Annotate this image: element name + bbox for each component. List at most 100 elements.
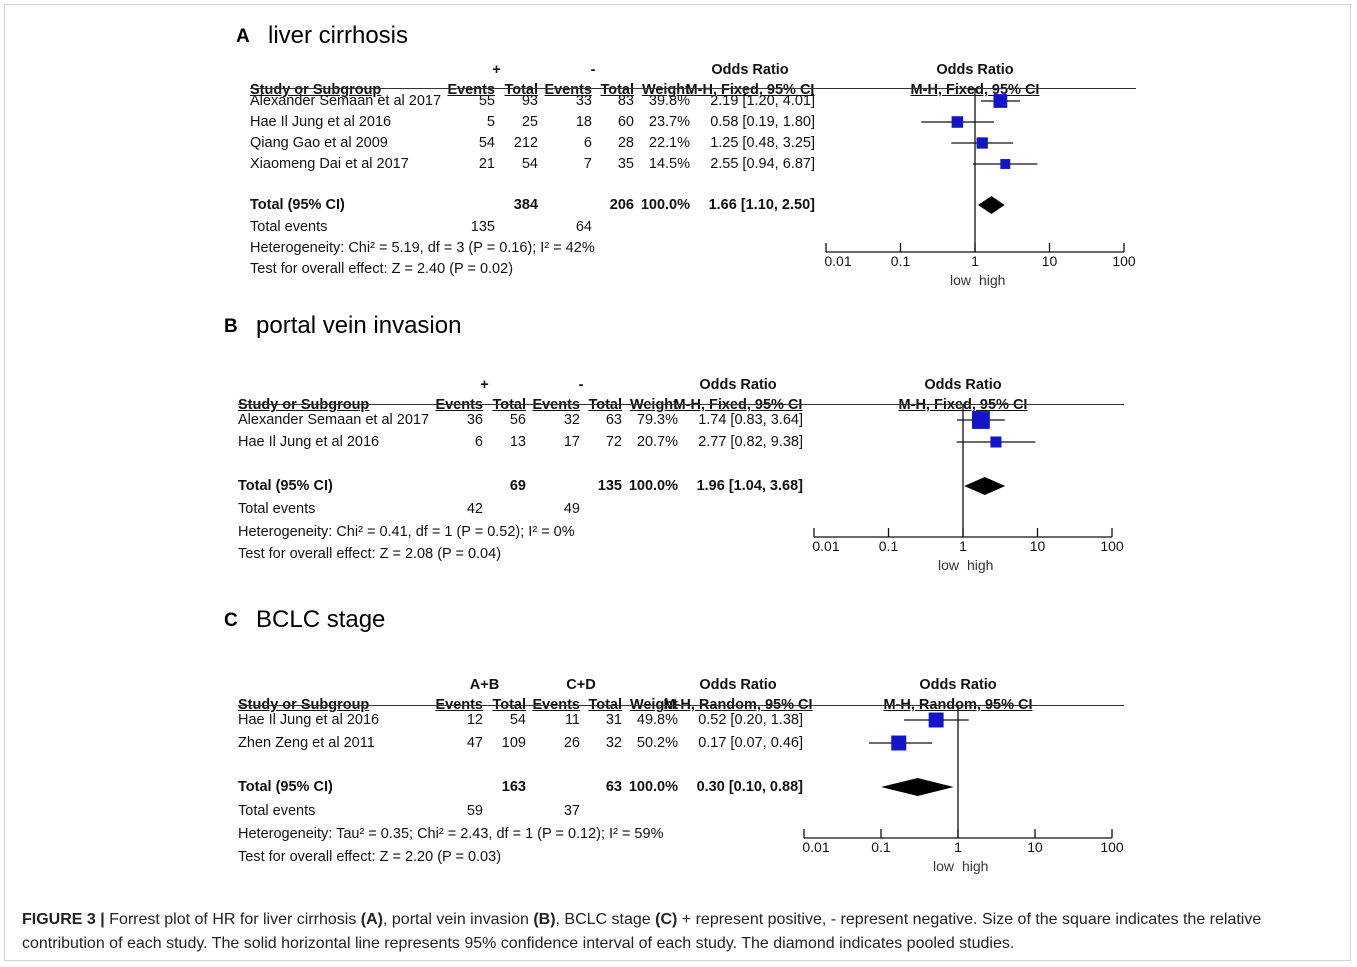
caption-text-3: , BCLC stage	[555, 911, 656, 928]
x-tick-label: 0.1	[879, 538, 899, 554]
x-tick-label: 1	[971, 253, 979, 269]
panel-label: C	[224, 610, 238, 631]
overall-effect-text: Test for overall effect: Z = 2.40 (P = 0…	[250, 261, 514, 277]
study-ci-text: 0.58 [0.19, 1.80]	[710, 114, 815, 130]
study-events-2: 17	[563, 434, 580, 450]
x-tick-label: 0.1	[871, 839, 891, 855]
study-total-2: 60	[617, 114, 634, 130]
caption-text-2: , portal vein invasion	[383, 911, 534, 928]
x-tick-label: 0.01	[812, 538, 839, 554]
study-name: Alexander Semaan et al 2017	[238, 412, 430, 428]
group2-label: -	[578, 377, 584, 393]
caption-text-4: + represent positive, - represent negati…	[22, 911, 1262, 952]
heterogeneity-text: Heterogeneity: Chi² = 5.19, df = 3 (P = …	[250, 240, 595, 256]
study-name: Xiaomeng Dai et al 2017	[250, 156, 409, 172]
x-tick-label: 0.01	[824, 253, 851, 269]
study-events-2: 6	[583, 135, 592, 151]
study-weight: 39.8%	[648, 93, 690, 109]
study-events-2: 33	[575, 93, 592, 109]
total-events-2: 49	[563, 501, 580, 517]
total-n2: 63	[605, 779, 622, 795]
study-ci-text: 0.17 [0.07, 0.46]	[698, 735, 803, 751]
caption-text-1: Forrest plot of HR for liver cirrhosis	[104, 911, 361, 928]
panel-label: A	[236, 26, 250, 47]
study-total-1: 54	[509, 712, 526, 728]
study-events-1: 12	[466, 712, 483, 728]
total-ci-text: 1.66 [1.10, 2.50]	[708, 197, 815, 213]
high-direction-label: high	[979, 272, 1005, 288]
heterogeneity-text: Heterogeneity: Tau² = 0.35; Chi² = 2.43,…	[238, 826, 664, 842]
heterogeneity-text: Heterogeneity: Chi² = 0.41, df = 1 (P = …	[238, 524, 575, 540]
study-events-1: 54	[478, 135, 495, 151]
study-total-2: 72	[605, 434, 622, 450]
study-name: Alexander Semaan et al 2017	[250, 93, 442, 109]
study-total-1: 56	[509, 412, 526, 428]
pooled-estimate-diamond	[964, 477, 1006, 495]
header-total-1: Total	[492, 397, 526, 413]
x-tick-label: 10	[1027, 839, 1043, 855]
study-weight: 14.5%	[648, 156, 690, 172]
group2-label: -	[590, 62, 596, 78]
total-n1: 163	[501, 779, 526, 795]
plot-effect-header: Odds Ratio	[924, 377, 1002, 393]
figure-frame	[4, 4, 1351, 961]
header-total-2: Total	[588, 397, 622, 413]
study-events-2: 32	[563, 412, 580, 428]
study-point-estimate	[891, 735, 907, 751]
total-events-label: Total events	[238, 501, 316, 517]
low-direction-label: low	[950, 272, 972, 288]
study-total-1: 54	[521, 156, 538, 172]
total-weight: 100.0%	[640, 197, 690, 213]
study-ci-text: 2.55 [0.94, 6.87]	[710, 156, 815, 172]
study-events-1: 6	[474, 434, 483, 450]
total-weight: 100.0%	[628, 478, 678, 494]
study-events-1: 5	[486, 114, 495, 130]
study-name: Hae Il Jung et al 2016	[238, 434, 380, 450]
study-point-estimate	[1000, 159, 1011, 169]
study-total-2: 83	[617, 93, 634, 109]
study-name: Zhen Zeng et al 2011	[238, 735, 375, 751]
study-total-1: 212	[513, 135, 538, 151]
effect-header: Odds Ratio	[711, 62, 789, 78]
header-total-1: Total	[504, 82, 538, 98]
header-weight: Weight	[629, 397, 678, 413]
x-tick-label: 1	[954, 839, 962, 855]
total-n2: 206	[609, 197, 634, 213]
figure-caption: FIGURE 3 | Forrest plot of HR for liver …	[22, 908, 1337, 956]
low-direction-label: low	[938, 557, 960, 573]
study-total-2: 32	[605, 735, 622, 751]
total-n2: 135	[597, 478, 622, 494]
header-events-1: Events	[435, 397, 483, 413]
study-weight: 20.7%	[636, 434, 678, 450]
caption-ref-a: (A)	[360, 911, 383, 928]
study-total-1: 93	[521, 93, 538, 109]
study-events-1: 36	[466, 412, 483, 428]
total-n1: 69	[509, 478, 526, 494]
study-weight: 22.1%	[648, 135, 690, 151]
panel-label: B	[224, 316, 238, 337]
effect-header: Odds Ratio	[699, 677, 777, 693]
total-n1: 384	[513, 197, 538, 213]
pooled-estimate-diamond	[978, 196, 1005, 214]
total-ci-text: 0.30 [0.10, 0.88]	[696, 779, 803, 795]
group1-label: A+B	[469, 677, 500, 693]
total-weight: 100.0%	[628, 779, 678, 795]
header-weight: Weight	[641, 82, 690, 98]
pooled-estimate-diamond	[881, 778, 954, 796]
high-direction-label: high	[962, 858, 988, 874]
panel-title: portal vein invasion	[256, 312, 462, 339]
high-direction-label: high	[967, 557, 993, 573]
header-method: M-H, Fixed, 95% CI	[673, 397, 803, 413]
total-name: Total (95% CI)	[238, 779, 333, 795]
total-ci-text: 1.96 [1.04, 3.68]	[696, 478, 803, 494]
study-weight: 49.8%	[636, 712, 678, 728]
header-study: Study or Subgroup	[250, 82, 382, 98]
x-tick-label: 100	[1100, 538, 1124, 554]
header-total-2: Total	[600, 82, 634, 98]
header-events-2: Events	[544, 82, 592, 98]
study-events-1: 21	[478, 156, 495, 172]
header-study: Study or Subgroup	[238, 397, 370, 413]
total-events-1: 42	[466, 501, 483, 517]
